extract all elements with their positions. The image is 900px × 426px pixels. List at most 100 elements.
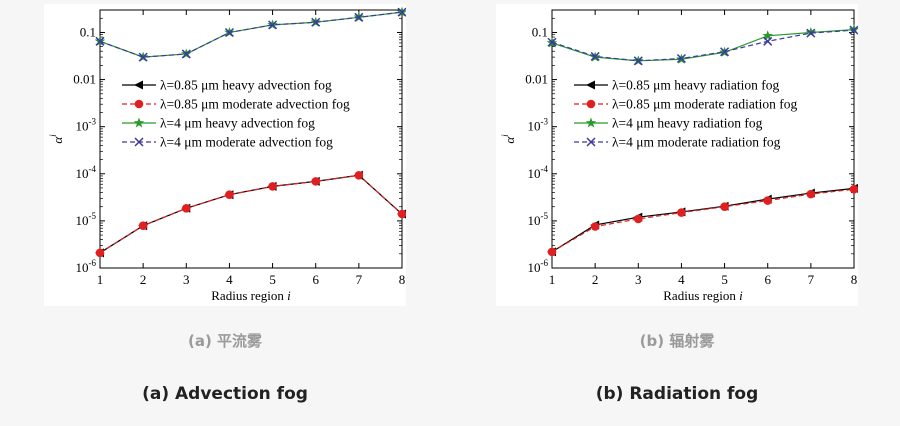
data-point (849, 25, 858, 35)
series-b-3 (547, 25, 858, 66)
legend-entry: λ=0.85 μm heavy advection fog (122, 78, 332, 93)
legend-entry: λ=4 μm moderate advection fog (122, 135, 333, 150)
series-a-3 (95, 7, 406, 62)
legend-label: λ=4 μm heavy radiation fog (612, 116, 763, 131)
data-point (354, 12, 364, 22)
caption-cn-advection: (a) 平流雾 (187, 332, 263, 350)
data-point-stroke-2 (268, 20, 278, 30)
x-tick-label: 4 (678, 272, 685, 287)
y-tick-label: 10-3 (528, 117, 549, 134)
series-line (99, 174, 403, 254)
x-tick-label: 5 (721, 272, 728, 287)
data-point (633, 56, 643, 66)
caption-en-radiation: (b) Radiation fog (595, 384, 759, 404)
data-point (547, 37, 557, 47)
series-line (551, 29, 855, 62)
x-tick-label: 1 (549, 272, 556, 287)
x-tick-label: 1 (97, 272, 104, 287)
y-tick-label: 10-6 (76, 258, 97, 275)
chart-panel-radiation: 1 2 3 4 5 6 7 8 10-6 10-5 10-4 10-3 0.01 0.1 Radius re… (496, 4, 858, 306)
data-point-stroke-2 (397, 7, 406, 17)
caption-cn-radiation: (b) 辐射雾 (639, 332, 715, 350)
data-point (181, 49, 191, 59)
data-point (397, 7, 406, 17)
data-point (633, 214, 643, 224)
y-tick-label: 10-5 (76, 211, 97, 228)
data-point (547, 247, 557, 257)
data-point (720, 202, 729, 212)
legend-marker (134, 137, 144, 147)
legend-marker (586, 80, 595, 90)
x-tick-label: 8 (851, 272, 858, 287)
data-point-stroke-2 (138, 52, 148, 62)
series-a-1 (95, 170, 406, 258)
legend-marker-stroke-2 (586, 137, 596, 147)
series-a-0 (95, 170, 406, 258)
y-axis-label: αi (500, 134, 517, 144)
series-b-1 (547, 184, 858, 257)
x-tick-label: 4 (226, 272, 233, 287)
legend-label: λ=0.85 μm moderate radiation fog (612, 97, 797, 112)
legend-label: λ=0.85 μm moderate advection fog (160, 97, 350, 112)
data-point (763, 36, 773, 46)
data-point (763, 196, 773, 205)
plot-frame (99, 9, 403, 269)
series-a-2 (94, 6, 406, 62)
x-axis-label: Radius region i (663, 288, 743, 303)
data-point (397, 209, 406, 219)
data-point (181, 204, 191, 213)
data-point (138, 52, 148, 62)
legend-label: λ=4 μm moderate advection fog (160, 135, 333, 150)
legend-marker (134, 99, 144, 109)
x-tick-label: 7 (356, 272, 363, 287)
data-point-stroke-2 (806, 28, 816, 38)
data-point-stroke-2 (547, 37, 557, 47)
y-tick-label: 0.01 (525, 72, 548, 87)
data-point (849, 184, 858, 194)
data-point (225, 190, 234, 199)
y-tick-label: 10-6 (528, 258, 549, 275)
series-line (551, 188, 855, 253)
legend-entry: λ=4 μm moderate radiation fog (574, 135, 781, 150)
x-tick-label: 8 (399, 272, 406, 287)
data-point (762, 30, 773, 41)
data-point (311, 17, 321, 27)
data-point-stroke-2 (311, 17, 321, 27)
x-tick-label: 6 (764, 272, 771, 287)
data-point (311, 177, 321, 186)
x-tick-label: 2 (140, 272, 147, 287)
legend-marker-stroke-2 (134, 137, 144, 147)
data-point-stroke-2 (95, 36, 105, 46)
series-line (99, 11, 403, 58)
legend-label: λ=0.85 μm heavy radiation fog (612, 78, 779, 93)
plot-frame (551, 9, 855, 269)
data-point (590, 51, 600, 61)
legend-entry: λ=4 μm heavy advection fog (122, 116, 315, 131)
x-axis-label: Radius region i (211, 288, 291, 303)
chart-radiation: 1 2 3 4 5 6 7 8 10-6 10-5 10-4 10-3 0.01 0.1 Radius re… (500, 9, 858, 303)
data-point (138, 221, 148, 231)
y-tick-label: 0.01 (73, 72, 96, 87)
data-point (806, 189, 816, 199)
data-point-stroke-2 (224, 27, 234, 38)
y-tick-label: 10-4 (76, 164, 97, 181)
data-point (354, 170, 364, 180)
legend-entry: λ=0.85 μm moderate radiation fog (574, 97, 797, 112)
x-tick-label: 5 (269, 272, 276, 287)
data-point (677, 208, 686, 217)
series-line (551, 187, 855, 253)
legend-label: λ=4 μm heavy advection fog (160, 116, 315, 131)
x-tick-label: 3 (635, 272, 642, 287)
data-point-stroke-2 (720, 47, 730, 57)
data-point (268, 20, 278, 30)
data-point (720, 47, 730, 57)
legend-label: λ=0.85 μm heavy advection fog (160, 78, 332, 93)
data-point (806, 28, 816, 38)
data-point-stroke-2 (590, 51, 600, 61)
y-tick-label: 10-3 (76, 117, 97, 134)
data-point (268, 182, 277, 191)
legend-marker (134, 80, 143, 90)
legend-label: λ=4 μm moderate radiation fog (612, 135, 781, 150)
data-point (95, 36, 105, 46)
x-tick-label: 3 (183, 272, 190, 287)
